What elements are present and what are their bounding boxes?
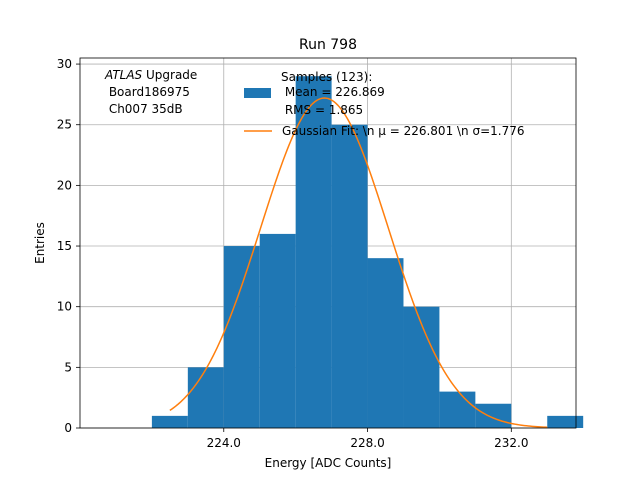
y-axis-label: Entries (33, 222, 47, 264)
histogram-bar-3 (259, 233, 296, 428)
legend-hist-line-2: Mean = 226.869 (281, 85, 385, 99)
legend-hist-line-3: RMS = 1.865 (281, 103, 363, 117)
histogram-bars (151, 76, 584, 429)
legend-hist-swatch (244, 88, 271, 98)
legend-fit-label: Gaussian Fit: \n μ = 226.801 \n σ=1.776 (282, 124, 525, 138)
x-tick-label-0: 224.0 (207, 436, 241, 450)
histogram-bar-8 (439, 391, 476, 428)
histogram-bar-9 (475, 403, 512, 428)
histogram-bar-11 (547, 415, 584, 428)
gaussian-fit-layer (169, 97, 548, 428)
annotation-board: Board186975 (105, 85, 190, 99)
annotation-channel: Ch007 35dB (105, 102, 183, 116)
gaussian-fit-curve (169, 97, 548, 428)
legend-hist-line-1: Samples (123): (281, 70, 372, 84)
x-tick-label-1: 228.0 (350, 436, 384, 450)
annotation-line-1: ATLAS Upgrade (104, 68, 197, 82)
histogram-bar-1 (187, 367, 224, 428)
chart-title: Run 798 (299, 37, 357, 53)
y-tick-label-4: 20 (57, 178, 72, 192)
y-tick-label-3: 15 (57, 239, 72, 253)
histogram-bar-4 (295, 76, 332, 429)
x-axis-label: Energy [ADC Counts] (265, 456, 392, 470)
y-tick-label-0: 0 (64, 421, 72, 435)
x-tick-label-2: 232.0 (494, 436, 528, 450)
histogram-bar-6 (367, 258, 404, 428)
legend: Samples (123): Mean = 226.869 RMS = 1.86… (244, 70, 525, 138)
histogram-bar-2 (223, 246, 260, 428)
y-tick-label-1: 5 (64, 360, 72, 374)
axis-ticks: 224.0 228.0 232.0 0 5 10 15 20 25 30 (57, 57, 529, 450)
annotation-upgrade: Upgrade (142, 68, 197, 82)
y-tick-label-2: 10 (57, 300, 72, 314)
y-tick-label-5: 25 (57, 118, 72, 132)
y-tick-label-6: 30 (57, 57, 72, 71)
atlas-annotation: ATLAS Upgrade Board186975 Ch007 35dB (104, 68, 197, 116)
histogram-bar-0 (151, 415, 188, 428)
plot-frame (79, 57, 577, 429)
histogram-bar-5 (331, 124, 368, 428)
annotation-atlas: ATLAS (104, 68, 143, 82)
histogram-bar-7 (403, 306, 440, 428)
